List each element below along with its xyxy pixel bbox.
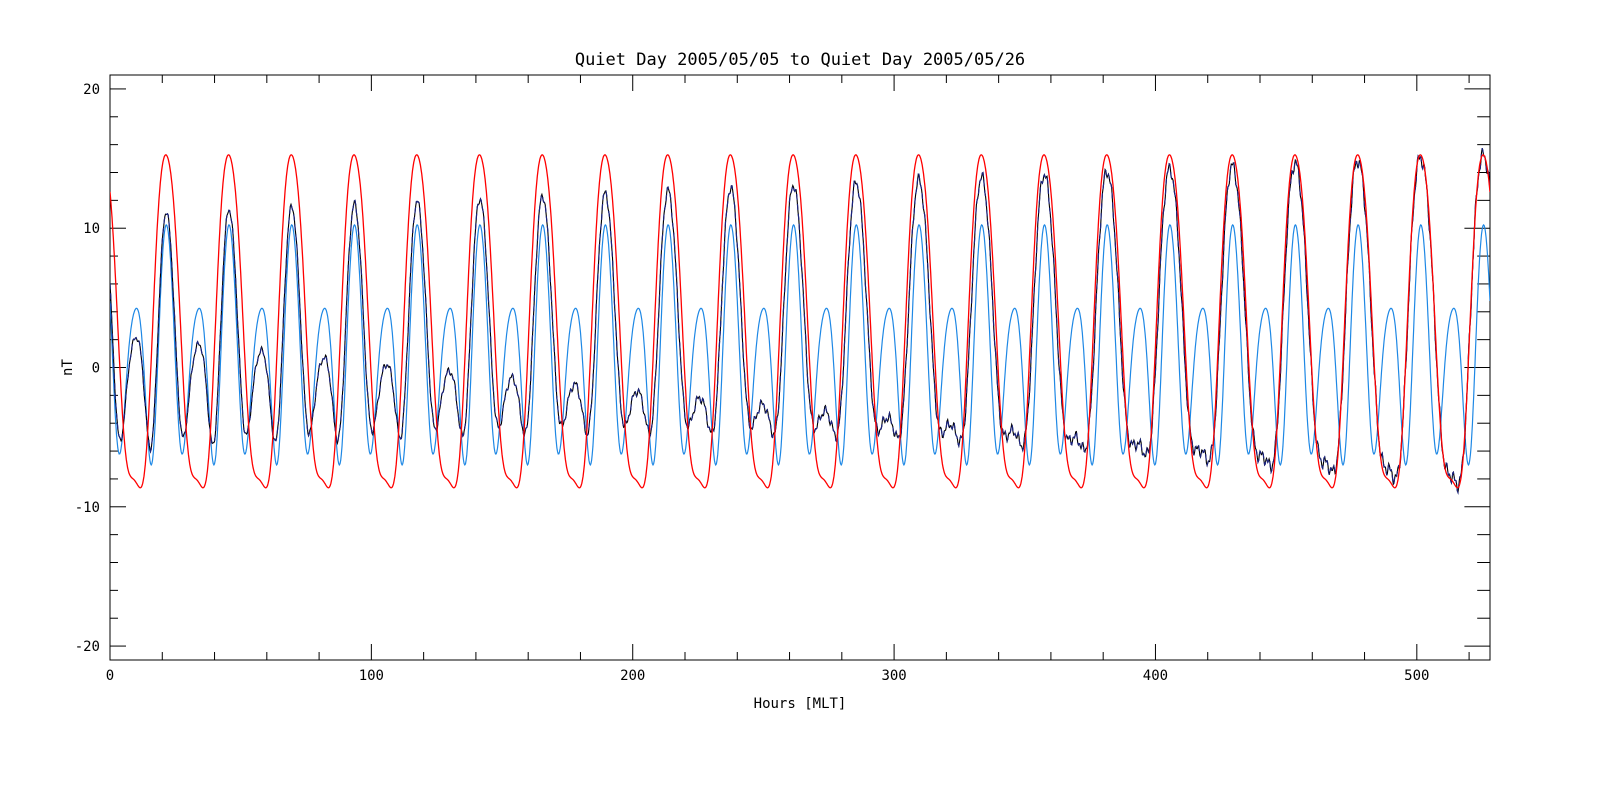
x-tick-label: 0 xyxy=(106,668,114,684)
x-tick-label: 400 xyxy=(1143,668,1168,684)
series-line-black-dashed xyxy=(110,148,1490,495)
y-tick-label: 20 xyxy=(83,82,100,98)
x-tick-label: 300 xyxy=(881,668,906,684)
plot-frame xyxy=(109,74,1491,661)
axis-ticks xyxy=(109,75,1490,660)
y-tick-label: -10 xyxy=(75,500,100,516)
x-axis-label: Hours [MLT] xyxy=(754,696,847,712)
y-tick-label: -20 xyxy=(75,639,100,655)
axis-tick-labels: 0 100 200 300 400 500 -20 -10 0 10 20 xyxy=(75,82,1430,684)
series-line-red xyxy=(110,154,1490,489)
plot-border xyxy=(109,74,1491,661)
y-tick-label: 10 xyxy=(83,221,100,237)
series-layer xyxy=(110,148,1490,495)
x-tick-label: 200 xyxy=(620,668,645,684)
x-tick-label: 500 xyxy=(1404,668,1429,684)
y-tick-label: 0 xyxy=(92,361,100,377)
x-tick-label: 100 xyxy=(359,668,384,684)
chart-title: Quiet Day 2005/05/05 to Quiet Day 2005/0… xyxy=(575,50,1025,70)
series-line-blue xyxy=(110,223,1490,467)
y-axis-label: nT xyxy=(60,359,76,376)
